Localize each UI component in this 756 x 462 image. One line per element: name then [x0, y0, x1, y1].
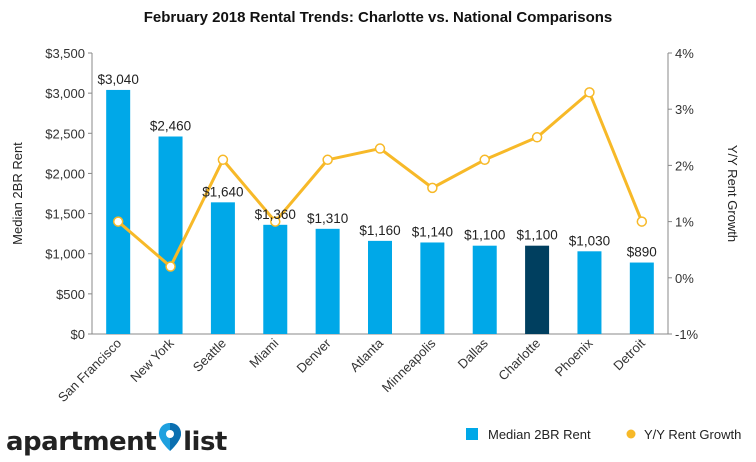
bar-data-label: $3,040 — [98, 72, 139, 87]
bar-phoenix — [577, 251, 602, 334]
growth-line-path — [117, 90, 644, 269]
bar-denver — [315, 228, 340, 334]
bar-data-label: $1,360 — [255, 207, 296, 222]
legend-line-label: Y/Y Rent Growth — [644, 427, 741, 442]
x-tick-label: Detroit — [610, 335, 648, 373]
x-tick-label: Charlotte — [495, 336, 543, 384]
growth-point — [112, 216, 124, 227]
legend-bar-label: Median 2BR Rent — [488, 427, 591, 442]
growth-point — [374, 143, 386, 154]
bar-miami — [263, 224, 288, 334]
bar-data-label: $1,100 — [464, 228, 505, 243]
bar-dallas — [472, 245, 497, 334]
growth-point — [322, 154, 333, 166]
bar-san-francisco — [106, 89, 131, 334]
bar-data-label: $1,140 — [412, 224, 453, 239]
growth-point — [217, 154, 229, 166]
y2-tick-label: 4% — [675, 46, 694, 61]
bar-data-label: $1,100 — [516, 228, 557, 243]
bar-data-label: $1,310 — [307, 211, 348, 226]
axes: $0 $500 $1,000 $1,500 $2,000 $2,500 $3,000 $3,5… — [45, 46, 698, 342]
legend: Median 2BR Rent Y/Y Rent Growth — [466, 427, 741, 442]
data-labels: $3,040 $2,460 $1,640 $1,360 $1,310 $1,160 $1,1… — [98, 72, 657, 260]
y2-tick-label: 1% — [675, 215, 694, 230]
x-tick-label: San Francisco — [55, 336, 124, 405]
bar-detroit — [629, 262, 654, 334]
y-tick-label: $2,000 — [45, 166, 85, 181]
growth-line — [112, 87, 648, 272]
y2-tick-label: 3% — [675, 102, 694, 117]
y-tick-label: $1,500 — [45, 207, 85, 222]
y-axis-label: Median 2BR Rent — [10, 142, 25, 245]
growth-point — [270, 216, 281, 227]
y-tick-label: $3,000 — [45, 86, 85, 101]
bar-atlanta — [368, 240, 392, 334]
bar-minneapolis — [420, 242, 445, 334]
x-tick-label: Dallas — [455, 335, 492, 372]
logo-text-apartment: apartment — [6, 427, 157, 457]
y-tick-label: $3,500 — [45, 46, 85, 61]
growth-point — [427, 182, 438, 194]
x-tick-label: Miami — [246, 335, 281, 370]
bar-new-york — [158, 136, 183, 334]
y2-tick-label: 0% — [675, 271, 694, 286]
bars — [106, 89, 654, 334]
growth-point — [165, 261, 176, 272]
legend-line-swatch — [626, 429, 636, 439]
y-tick-label: $0 — [71, 327, 85, 342]
x-tick-label: Denver — [294, 335, 335, 376]
y-tick-label: $2,500 — [45, 126, 85, 141]
y2-tick-label: -1% — [675, 327, 699, 342]
growth-point — [584, 87, 595, 98]
growth-point — [479, 154, 490, 166]
x-tick-label: Minneapolis — [379, 335, 439, 395]
bar-charlotte — [525, 245, 550, 334]
bar-data-label: $1,160 — [359, 223, 400, 238]
y2-axis-label: Y/Y Rent Growth — [725, 145, 740, 242]
bar-data-label: $2,460 — [150, 118, 191, 133]
y-tick-label: $1,000 — [45, 247, 85, 262]
x-tick-label: Seattle — [190, 336, 229, 375]
growth-point — [531, 132, 543, 143]
legend-bar-swatch — [466, 428, 478, 440]
apartment-list-logo: apartment list — [6, 420, 227, 457]
x-tick-label: New York — [127, 335, 177, 385]
x-tick-label: Phoenix — [552, 335, 596, 379]
x-tick-label: Atlanta — [347, 335, 387, 375]
growth-point — [636, 216, 648, 227]
bar-data-label: $1,640 — [202, 184, 243, 199]
y2-tick-label: 2% — [675, 158, 694, 173]
bar-data-label: $1,030 — [569, 233, 610, 248]
logo-pin-icon — [158, 422, 182, 459]
bar-seattle — [210, 202, 235, 334]
x-tick-labels: San Francisco New York Seattle Miami Denver A… — [55, 335, 648, 405]
logo-text-list: list — [183, 427, 227, 457]
y-tick-label: $500 — [56, 287, 85, 302]
chart-title: February 2018 Rental Trends: Charlotte v… — [144, 9, 612, 26]
bar-data-label: $890 — [627, 245, 657, 260]
